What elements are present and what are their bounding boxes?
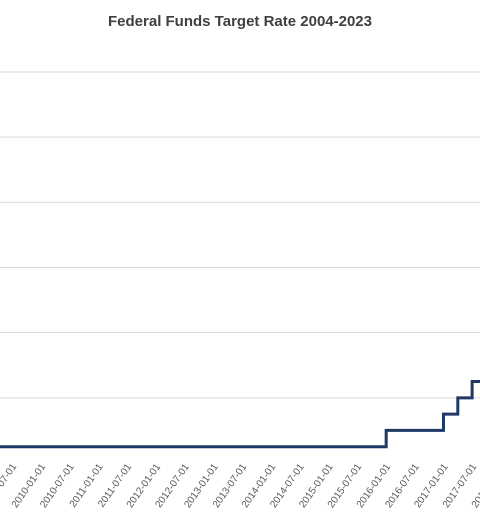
chart-title: Federal Funds Target Rate 2004-2023 <box>108 13 372 30</box>
data-line <box>0 380 480 449</box>
plot-area <box>0 380 480 449</box>
